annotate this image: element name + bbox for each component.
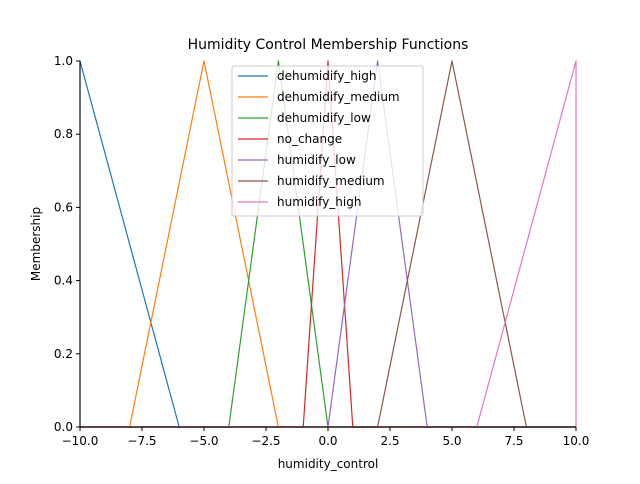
y-tick-label: 0.2 xyxy=(54,347,73,361)
x-tick-label: −10.0 xyxy=(62,434,99,448)
legend-label: dehumidify_medium xyxy=(277,90,400,104)
legend-box xyxy=(231,65,424,217)
x-tick-label: −2.5 xyxy=(251,434,280,448)
y-tick-label: 1.0 xyxy=(54,54,73,68)
y-tick-label: 0.8 xyxy=(54,127,73,141)
y-tick-label: 0.0 xyxy=(54,420,73,434)
x-axis-label: humidity_control xyxy=(278,457,379,471)
legend-label: no_change xyxy=(277,132,342,146)
y-tick-label: 0.4 xyxy=(54,274,73,288)
legend-label: humidify_medium xyxy=(277,174,385,188)
x-tick-label: −7.5 xyxy=(127,434,156,448)
legend-label: dehumidify_low xyxy=(277,111,371,125)
y-axis-label: Membership xyxy=(29,207,43,281)
legend-label: humidify_high xyxy=(277,195,361,209)
y-ticks: 0.0 0.2 0.4 0.6 0.8 1.0 xyxy=(54,54,80,434)
legend-items: dehumidify_high dehumidify_medium dehumidi… xyxy=(238,69,400,209)
x-tick-label: 5.0 xyxy=(442,434,461,448)
x-tick-label: −5.0 xyxy=(189,434,218,448)
y-tick-label: 0.6 xyxy=(54,200,73,214)
x-tick-label: 2.5 xyxy=(380,434,399,448)
legend-label: dehumidify_high xyxy=(277,69,376,83)
chart-title: Humidity Control Membership Functions xyxy=(188,37,469,53)
x-tick-label: 7.5 xyxy=(504,434,523,448)
legend-label: humidify_low xyxy=(277,153,356,167)
x-tick-label: 0.0 xyxy=(318,434,337,448)
x-ticks: −10.0 −7.5 −5.0 −2.5 0.0 2.5 5.0 7.5 10.0 xyxy=(62,427,590,448)
x-tick-label: 10.0 xyxy=(563,434,590,448)
legend: dehumidify_high dehumidify_medium dehumidi… xyxy=(231,65,424,217)
